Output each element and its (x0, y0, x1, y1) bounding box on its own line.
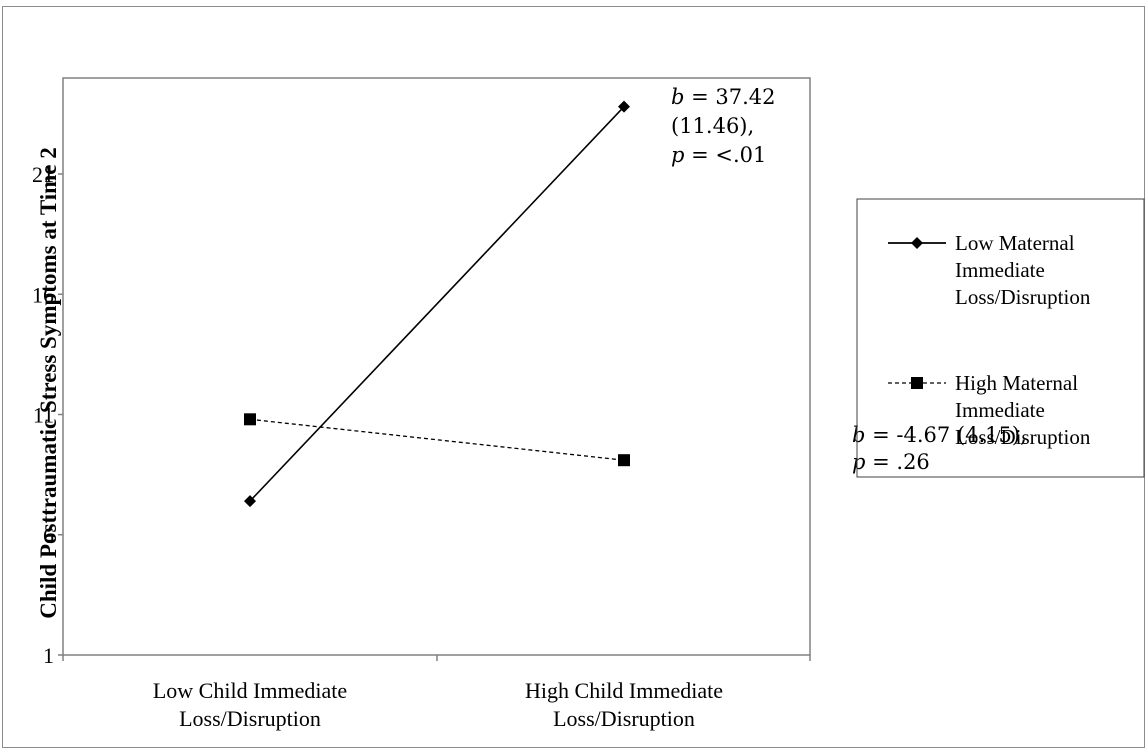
series-1 (244, 100, 630, 508)
annotation-symbol: b (852, 423, 865, 447)
annotation-value: = .26 (865, 450, 929, 474)
series-2 (244, 413, 630, 467)
annotation-value: = <.01 (684, 143, 766, 167)
legend-label-line: High Maternal (955, 371, 1078, 395)
x-tick-label: High Child Immediate Loss/Disruption (525, 678, 723, 731)
annotation-symbol: p (852, 450, 865, 474)
x-tick-label-line: Low Child Immediate (153, 678, 347, 703)
series-line (249, 106, 625, 502)
annotation-line: b = -4.67 (4.15), (852, 423, 1027, 447)
y-axis-label: Child Posttraumatic Stress Symptoms at T… (36, 147, 61, 619)
legend-label-line: Loss/Disruption (955, 285, 1091, 309)
legend-label: Low Maternal Immediate Loss/Disruption (955, 231, 1091, 309)
annotation-line: p = .26 (852, 450, 930, 474)
annotation-line: b = 37.42 (671, 85, 776, 109)
x-tick-label-line: High Child Immediate (525, 678, 723, 703)
x-tick-label-line: Loss/Disruption (179, 706, 321, 731)
data-point (618, 100, 630, 113)
y-tick-label: 1 (43, 643, 54, 668)
legend-marker (911, 377, 923, 389)
annotation-symbol: p (671, 143, 684, 167)
legend-label-line: Immediate (955, 258, 1045, 282)
y-tick-label: 21 (32, 162, 54, 187)
y-tick-label: 16 (32, 282, 54, 307)
legend-item-1: Low Maternal Immediate Loss/Disruption (888, 231, 1091, 309)
data-point (244, 495, 256, 508)
legend-label-line: Low Maternal (955, 231, 1075, 255)
annotation-2: b = -4.67 (4.15), p = .26 (852, 423, 1027, 474)
data-point (618, 454, 630, 467)
data-point (244, 413, 256, 426)
legend-box (856, 198, 1145, 478)
legend-marker (911, 237, 923, 249)
y-tick-label: 6 (43, 523, 54, 548)
annotation-line: p = <.01 (671, 143, 766, 167)
annotation-value: (11.46), (671, 114, 754, 138)
annotation-symbol: b (671, 85, 684, 109)
annotations: b = 37.42 (11.46), p = <.01 b = -4.67 (4.15… (671, 85, 1027, 474)
annotation-value: = -4.67 (4.15), (865, 423, 1026, 447)
legend-label-line: Loss/Disruption (955, 425, 1091, 449)
legend-item-2: High Maternal Immediate Loss/Disruption (888, 371, 1091, 449)
x-tick-label: Low Child Immediate Loss/Disruption (153, 678, 347, 731)
legend-label-line: Immediate (955, 398, 1045, 422)
annotation-line: (11.46), (671, 114, 754, 138)
plot-area (62, 77, 811, 656)
annotation-1: b = 37.42 (11.46), p = <.01 (671, 85, 776, 167)
legend: Low Maternal Immediate Loss/DisruptionHigh… (856, 198, 1145, 478)
legend-label: High Maternal Immediate Loss/Disruption (955, 371, 1091, 449)
x-tick-label-line: Loss/Disruption (553, 706, 695, 731)
annotation-value: = 37.42 (684, 85, 775, 109)
y-tick-label: 11 (33, 403, 54, 428)
series-layer (244, 100, 630, 508)
